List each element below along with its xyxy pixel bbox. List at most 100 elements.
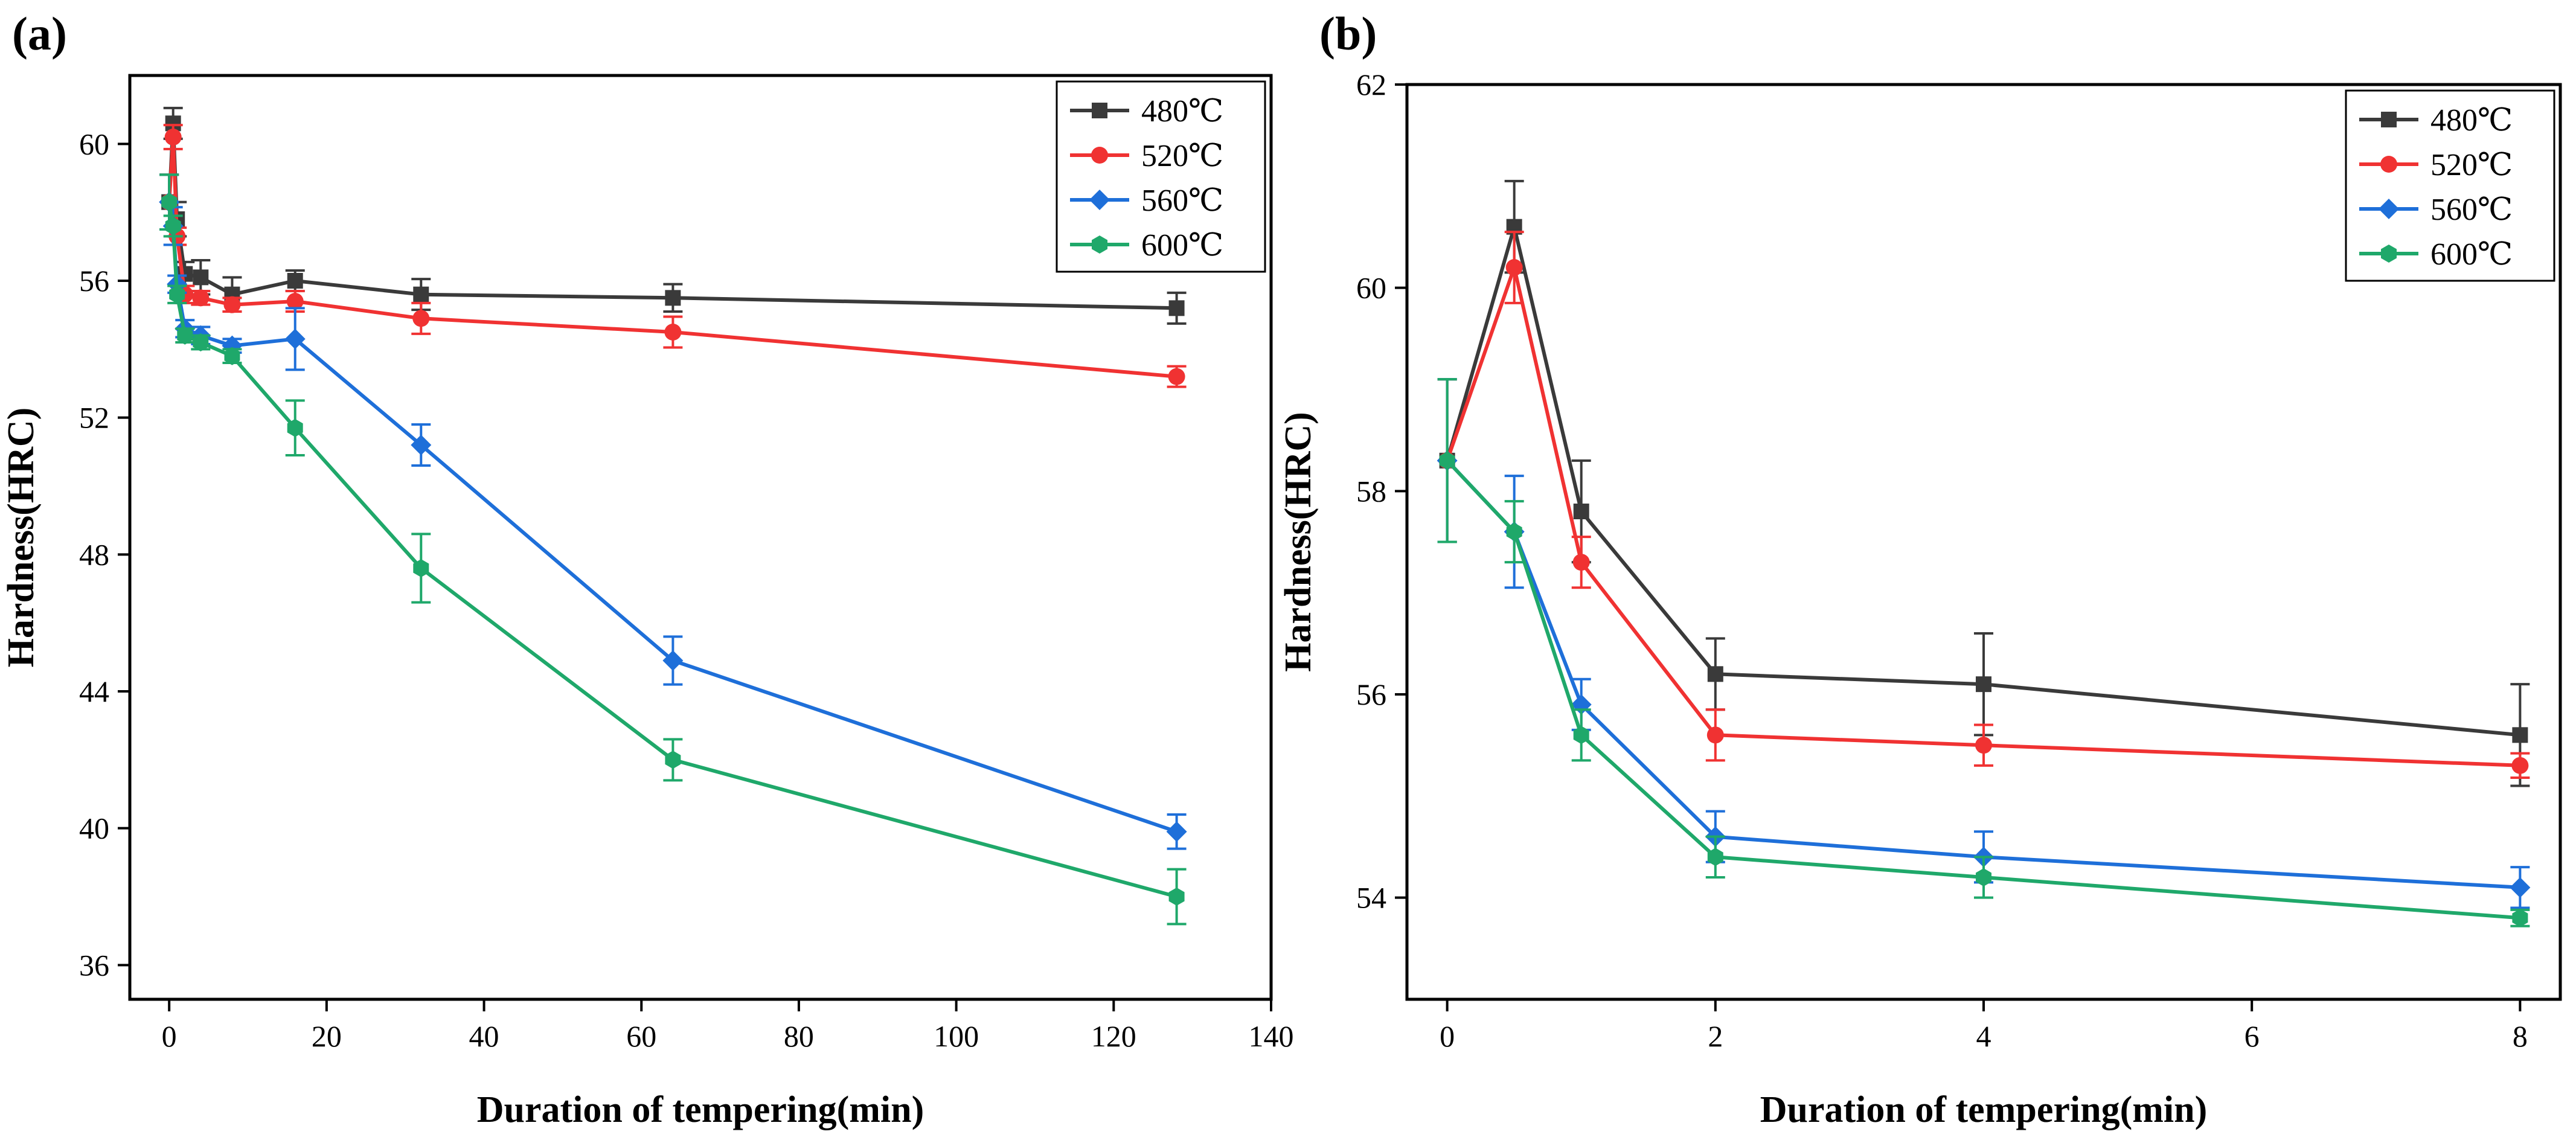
data-point [1976, 868, 1991, 886]
legend-marker [2381, 112, 2397, 127]
legend-label: 480℃ [2430, 103, 2513, 138]
data-point [1506, 522, 1522, 541]
legend: 480℃ 520℃ 560℃ 600℃ [1056, 80, 1266, 273]
legend-item-3: 600℃ [2359, 237, 2513, 272]
y-tick-label: 56 [79, 264, 109, 298]
legend-marker [2381, 245, 2397, 263]
series-3 [1437, 378, 2530, 927]
x-tick-label: 80 [784, 1019, 814, 1053]
data-point [177, 326, 193, 345]
legend-marker [1092, 235, 1107, 254]
x-tick-label: 0 [1440, 1019, 1455, 1053]
x-tick-label: 40 [469, 1019, 499, 1053]
legend: 480℃ 520℃ 560℃ 600℃ [2345, 89, 2555, 282]
legend-label: 560℃ [1141, 184, 1223, 218]
y-tick-label: 54 [1356, 881, 1386, 915]
data-point [287, 418, 303, 437]
x-tick-label: 100 [934, 1019, 979, 1053]
y-tick-label: 44 [79, 674, 109, 708]
data-point [193, 269, 209, 286]
y-tick-label: 40 [79, 812, 109, 845]
y-tick-label: 48 [79, 537, 109, 571]
y-axis-title: Hardness(HRC) [1, 408, 42, 668]
series-1 [159, 124, 1187, 388]
panel-label: (a) [12, 7, 67, 60]
y-tick-label: 60 [79, 127, 109, 161]
x-tick-label: 120 [1091, 1019, 1136, 1053]
y-tick-label: 36 [79, 948, 109, 982]
series-3 [159, 173, 1187, 926]
series-line [167, 202, 1177, 898]
panel-b: (b) 0 2 4 6 8 54 56 58 60 62 Duration of tempering(… [1278, 7, 2562, 1130]
legend-item-3: 600℃ [1070, 228, 1223, 263]
data-point [1573, 726, 1589, 744]
data-point [1168, 300, 1185, 316]
series-line [1445, 266, 2520, 767]
data-point [165, 217, 181, 235]
data-point [411, 435, 432, 455]
data-point [2510, 877, 2531, 898]
legend-label: 600℃ [1141, 228, 1223, 263]
x-tick-label: 6 [2244, 1019, 2260, 1053]
data-point [1168, 888, 1185, 906]
legend-marker [1091, 147, 1108, 164]
panel-a: (a) 0 20 40 60 80 100 120 140 36 40 44 48 52 56 60 Durat… [1, 7, 1294, 1130]
series-line [1445, 225, 2520, 737]
legend-item-0: 480℃ [1070, 94, 1223, 129]
data-point [2512, 727, 2528, 743]
x-tick-label: 2 [1708, 1019, 1723, 1053]
data-point [412, 310, 430, 327]
series-line [167, 121, 1177, 310]
data-point [2512, 909, 2528, 927]
data-point [193, 333, 209, 351]
data-point [1976, 676, 1991, 693]
legend-marker [1092, 103, 1107, 118]
legend-marker [2379, 199, 2399, 219]
data-point [1707, 666, 1723, 682]
data-point [164, 129, 182, 146]
legend-label: 520℃ [1141, 139, 1223, 173]
y-tick-label: 56 [1356, 677, 1386, 711]
legend-label: 480℃ [1141, 94, 1223, 129]
plot-frame [128, 74, 1273, 1001]
x-tick-label: 4 [1976, 1019, 1991, 1053]
legend-label: 520℃ [2430, 148, 2513, 182]
legend-item-1: 520℃ [1070, 139, 1223, 173]
legend-box [1056, 80, 1266, 273]
x-axis-title: Duration of tempering(min) [1760, 1089, 2207, 1130]
data-point [1168, 368, 1185, 385]
data-point [169, 285, 185, 304]
legend-item-0: 480℃ [2359, 103, 2513, 138]
data-point [413, 559, 429, 577]
y-axis-title: Hardness(HRC) [1278, 412, 1319, 672]
legend-item-2: 560℃ [1070, 184, 1223, 218]
data-point [161, 193, 178, 211]
data-point [287, 273, 303, 289]
data-point [413, 286, 429, 303]
x-axis-title: Duration of tempering(min) [477, 1089, 924, 1130]
data-point [1975, 737, 1992, 754]
data-point [192, 289, 210, 307]
data-point [286, 293, 304, 310]
data-point [665, 751, 681, 769]
series-line [167, 135, 1177, 379]
y-tick-label: 58 [1356, 474, 1386, 508]
x-tick-label: 8 [2513, 1019, 2528, 1053]
panel-label: (b) [1319, 7, 1377, 60]
data-point [1707, 848, 1723, 866]
x-tick-label: 20 [312, 1019, 342, 1053]
legend-item-2: 560℃ [2359, 193, 2513, 227]
x-tick-label: 60 [626, 1019, 656, 1053]
legend-marker [2380, 156, 2397, 173]
data-point [664, 324, 682, 341]
data-point [1572, 554, 1590, 571]
legend-label: 600℃ [2430, 237, 2513, 272]
data-point [1439, 451, 1455, 470]
x-tick-label: 0 [162, 1019, 177, 1053]
data-point [1706, 726, 1724, 744]
data-point [284, 328, 306, 350]
data-point [665, 290, 681, 306]
y-tick-label: 52 [79, 401, 109, 435]
